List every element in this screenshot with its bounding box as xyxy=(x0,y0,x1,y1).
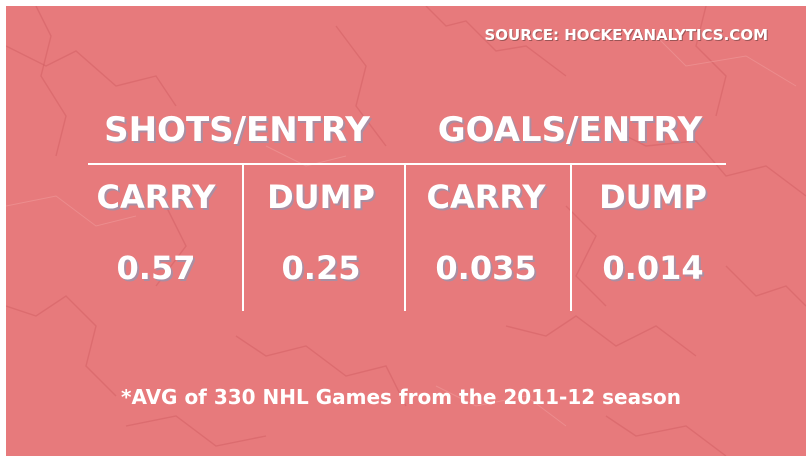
shots-dump-value: 0.25 xyxy=(281,249,361,287)
goals-dump-label: DUMP xyxy=(599,178,707,216)
marble-texture xyxy=(6,6,806,456)
group-divider xyxy=(404,164,406,311)
infographic-card: SOURCE: HOCKEYANALYTICS.COM SHOTS/ENTRY … xyxy=(6,6,806,456)
shots-carry-value: 0.57 xyxy=(116,249,196,287)
footnote: *AVG of 330 NHL Games from the 2011-12 s… xyxy=(121,385,681,409)
goals-per-entry-heading: GOALS/ENTRY xyxy=(437,110,703,150)
source-label: SOURCE: HOCKEYANALYTICS.COM xyxy=(484,26,768,44)
goals-dump-value: 0.014 xyxy=(602,249,704,287)
shots-dump-label: DUMP xyxy=(267,178,375,216)
column-divider xyxy=(570,164,572,311)
shots-carry-label: CARRY xyxy=(96,178,216,216)
goals-carry-label: CARRY xyxy=(426,178,546,216)
header-divider xyxy=(88,163,726,165)
goals-carry-value: 0.035 xyxy=(435,249,537,287)
column-divider xyxy=(242,164,244,311)
shots-per-entry-heading: SHOTS/ENTRY xyxy=(104,110,370,150)
